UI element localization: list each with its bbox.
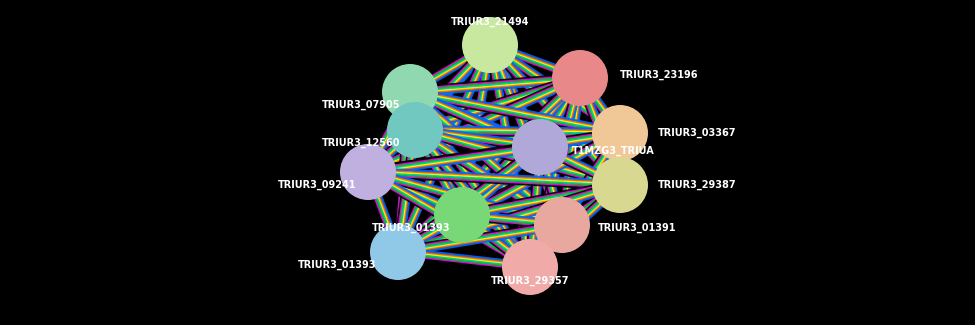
Text: TRIUR3_01393: TRIUR3_01393 (371, 223, 450, 233)
Text: TRIUR3_03367: TRIUR3_03367 (658, 128, 736, 138)
Circle shape (340, 144, 396, 200)
Text: TRIUR3_09241: TRIUR3_09241 (278, 180, 356, 190)
Text: TRIUR3_21494: TRIUR3_21494 (450, 17, 529, 27)
Text: TRIUR3_01391: TRIUR3_01391 (598, 223, 677, 233)
Text: T1MZG3_TRIUA: T1MZG3_TRIUA (572, 146, 655, 156)
Circle shape (382, 64, 438, 120)
Circle shape (534, 197, 590, 253)
Text: TRIUR3_01393: TRIUR3_01393 (297, 260, 376, 270)
Text: TRIUR3_29387: TRIUR3_29387 (658, 180, 737, 190)
Text: TRIUR3_12560: TRIUR3_12560 (322, 138, 400, 148)
Text: TRIUR3_07905: TRIUR3_07905 (322, 100, 400, 110)
Circle shape (592, 105, 648, 161)
Text: TRIUR3_23196: TRIUR3_23196 (620, 70, 698, 80)
Circle shape (552, 50, 608, 106)
Circle shape (434, 187, 490, 243)
Circle shape (370, 224, 426, 280)
Text: TRIUR3_29357: TRIUR3_29357 (490, 276, 569, 286)
Circle shape (592, 157, 648, 213)
Circle shape (512, 119, 568, 175)
Circle shape (502, 239, 558, 295)
Circle shape (387, 102, 443, 158)
Circle shape (462, 17, 518, 73)
